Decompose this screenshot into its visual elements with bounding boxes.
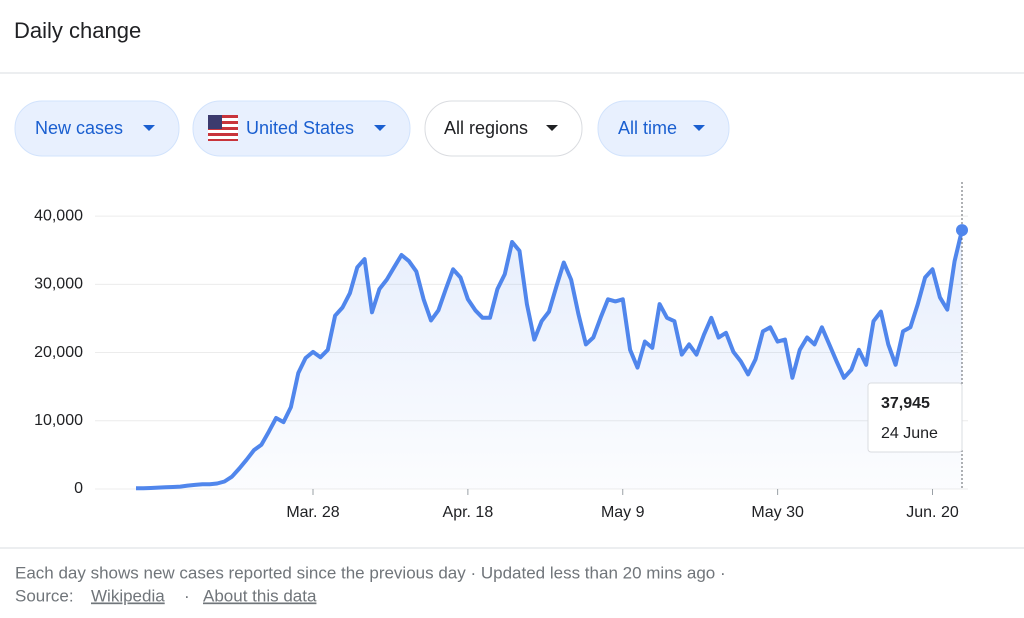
y-tick-label: 30,000: [34, 276, 83, 293]
area: [136, 230, 962, 489]
chip[interactable]: [597, 100, 730, 157]
line: [136, 229, 964, 491]
chip-label[interactable]: All regions: [444, 118, 528, 138]
y-tick-label: 10,000: [34, 412, 83, 429]
separator: ·: [184, 586, 190, 605]
hover-point: [956, 224, 968, 237]
footer-note: Each day shows new cases reported since …: [15, 563, 726, 582]
x-tick-label: Apr. 18: [443, 504, 494, 521]
caret: [143, 125, 155, 131]
chip[interactable]: [192, 100, 411, 157]
chip-label[interactable]: New cases: [35, 118, 123, 138]
x-tick-label: May 30: [751, 504, 804, 521]
plot: 0 10,000 20,000 30,000 40,000 Mar. 28 Apr. 18 M…: [34, 182, 968, 521]
y-tick-label: 0: [74, 480, 83, 497]
tooltip-date: 24 June: [881, 425, 938, 442]
chip-label[interactable]: United States: [246, 118, 354, 138]
x-tick-label: Mar. 28: [286, 504, 339, 521]
flag-icon: [208, 115, 238, 141]
x-tick-label: May 9: [601, 504, 645, 521]
caret: [374, 125, 386, 131]
tooltip-value: 37,945: [881, 395, 930, 412]
chip-label[interactable]: All time: [618, 118, 677, 138]
header-title: Daily change: [14, 18, 141, 43]
x-tick-label: Jun. 20: [906, 504, 959, 521]
caret: [546, 125, 558, 131]
chip[interactable]: [14, 100, 180, 157]
y-tick-label: 20,000: [34, 344, 83, 361]
y-tick-label: 40,000: [34, 207, 83, 224]
tooltip: [867, 382, 963, 453]
chip[interactable]: [424, 100, 583, 157]
source-label: Source:: [15, 586, 74, 605]
caret: [693, 125, 705, 131]
source-link[interactable]: Wikipedia: [91, 586, 165, 605]
about-link[interactable]: About this data: [203, 586, 317, 605]
